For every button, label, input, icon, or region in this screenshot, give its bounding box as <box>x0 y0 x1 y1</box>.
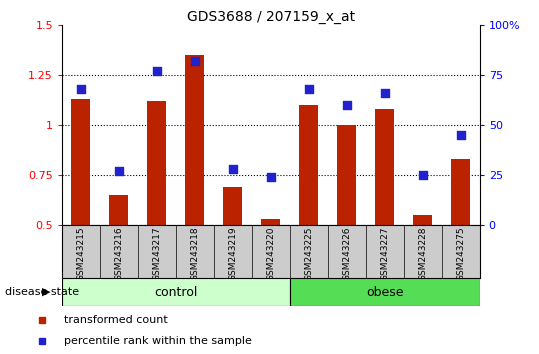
Bar <box>62 278 290 306</box>
Text: disease state: disease state <box>5 287 80 297</box>
Text: percentile rank within the sample: percentile rank within the sample <box>64 336 252 346</box>
Bar <box>451 159 470 225</box>
Point <box>191 58 199 64</box>
Bar <box>299 105 319 225</box>
Point <box>266 174 275 179</box>
Text: GSM243218: GSM243218 <box>190 227 199 281</box>
Point <box>153 68 161 74</box>
Text: GSM243227: GSM243227 <box>381 227 389 281</box>
Text: obese: obese <box>366 286 404 298</box>
Text: GSM243228: GSM243228 <box>418 227 427 281</box>
Text: control: control <box>154 286 198 298</box>
Text: ▶: ▶ <box>42 287 50 297</box>
Point <box>342 102 351 108</box>
Bar <box>109 195 128 225</box>
Bar <box>337 125 356 225</box>
Text: transformed count: transformed count <box>64 315 167 325</box>
Point <box>418 172 427 178</box>
Bar <box>148 101 167 225</box>
Title: GDS3688 / 207159_x_at: GDS3688 / 207159_x_at <box>187 10 355 24</box>
Bar <box>185 55 204 225</box>
Point <box>381 90 389 96</box>
Text: GSM243219: GSM243219 <box>229 227 237 281</box>
Bar <box>72 99 91 225</box>
Text: GSM243217: GSM243217 <box>153 227 161 281</box>
Text: GSM243215: GSM243215 <box>77 227 86 281</box>
Point <box>305 86 313 92</box>
Text: GSM243275: GSM243275 <box>456 227 465 281</box>
Point <box>457 132 465 138</box>
Bar <box>290 278 480 306</box>
Point <box>77 86 85 92</box>
Text: GSM243226: GSM243226 <box>342 227 351 281</box>
Text: GSM243216: GSM243216 <box>114 227 123 281</box>
Bar <box>261 219 280 225</box>
Point <box>115 168 123 173</box>
Text: GSM243220: GSM243220 <box>266 227 275 281</box>
Bar <box>223 187 243 225</box>
Bar <box>413 215 432 225</box>
Bar <box>375 109 394 225</box>
Text: GSM243225: GSM243225 <box>305 227 313 281</box>
Point <box>229 166 237 172</box>
